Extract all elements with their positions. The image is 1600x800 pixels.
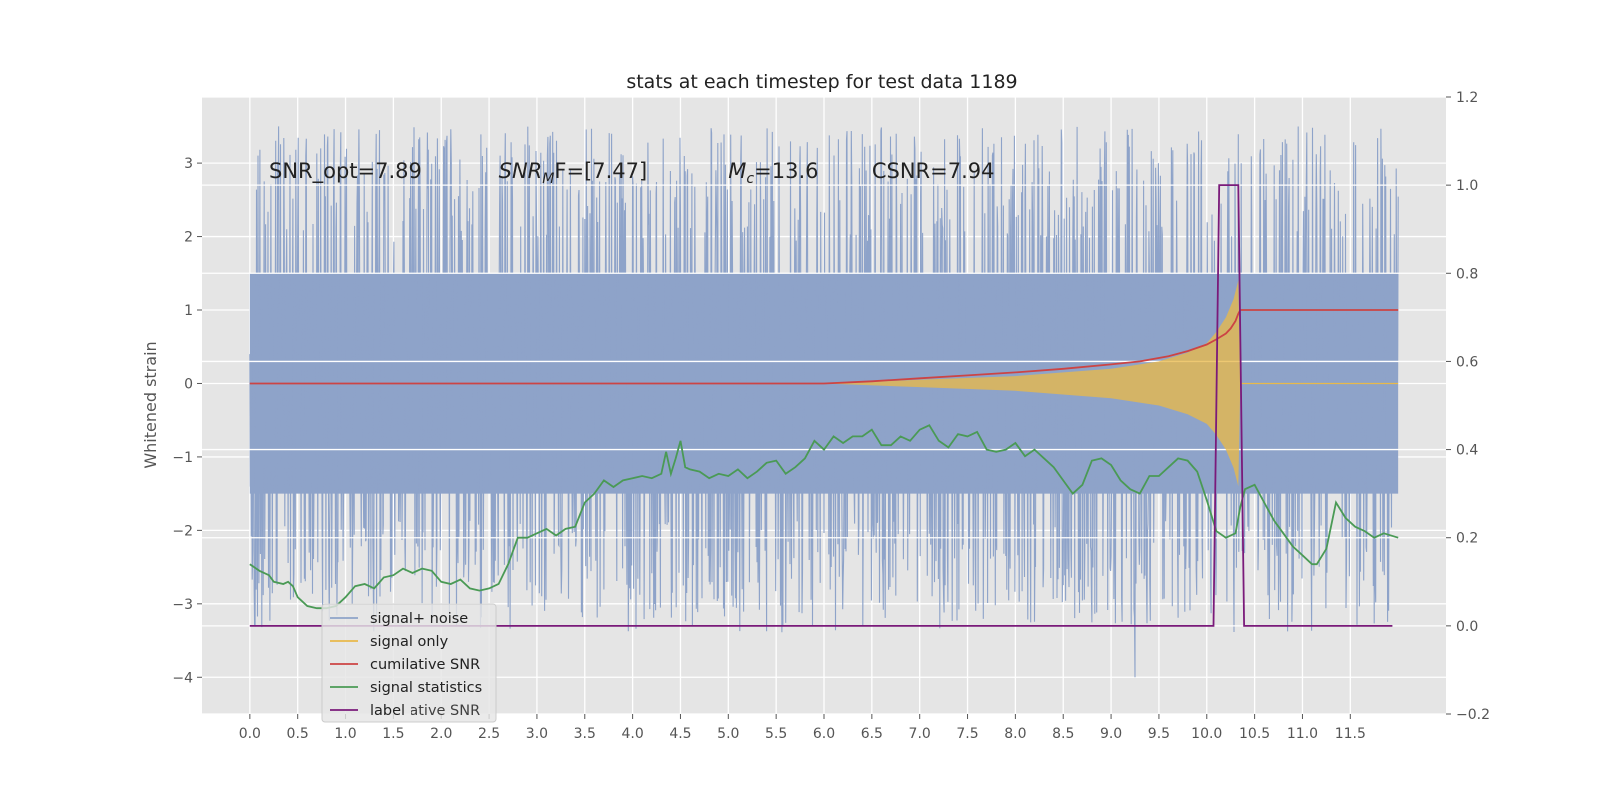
x-tick-label: 11.0 <box>1287 726 1318 742</box>
annotation-1: SNRMF=[7.47] <box>499 159 648 187</box>
right-y-tick-label: 1.0 <box>1456 178 1478 194</box>
right-y-tick-label: 0.2 <box>1456 531 1478 547</box>
signal-layer <box>824 280 1399 487</box>
cumulative-snr-line <box>249 309 1399 385</box>
y-tick-label: 3 <box>184 156 193 172</box>
x-tick-label: 5.0 <box>717 726 739 742</box>
legend-label-noise: signal+ noise <box>370 611 468 627</box>
y-tick-label: 1 <box>184 303 193 319</box>
y-tick-label: −3 <box>172 597 193 613</box>
legend: signal+ noise signal only cumilative SNR si… <box>321 603 497 723</box>
legend-label-label: label <box>370 703 405 719</box>
x-tick-label: 1.0 <box>334 726 356 742</box>
right-y-tick-label: 1.2 <box>1456 90 1478 106</box>
x-tick-label: 10.5 <box>1239 726 1270 742</box>
x-tick-label: 9.5 <box>1148 726 1170 742</box>
annotation-3: CSNR=7.94 <box>872 159 995 183</box>
right-y-tick-label: 0.0 <box>1456 619 1478 635</box>
x-tick-label: 8.0 <box>1004 726 1026 742</box>
signal-statistics-line <box>249 424 1399 610</box>
right-y-tick-label: 0.8 <box>1456 266 1478 282</box>
legend-label-csnr: cumilative SNR <box>370 657 480 673</box>
series-lines <box>249 184 1399 627</box>
annotation-0: SNR_opt=7.89 <box>269 159 422 184</box>
legend-label-signal: signal only <box>370 634 449 650</box>
x-tick-label: 2.0 <box>430 726 452 742</box>
x-tick-label: 0.5 <box>287 726 309 742</box>
annotation-2: Mc=13.6 <box>728 159 818 187</box>
x-tick-label: 1.5 <box>382 726 404 742</box>
y-tick-label: 0 <box>184 376 193 392</box>
x-tick-label: 9.0 <box>1100 726 1122 742</box>
label-line <box>249 184 1393 627</box>
x-tick-label: 7.5 <box>956 726 978 742</box>
y-tick-label: −2 <box>172 523 193 539</box>
x-tick-label: 8.5 <box>1052 726 1074 742</box>
x-tick-label: 4.5 <box>669 726 691 742</box>
y-tick-label: −1 <box>172 450 193 466</box>
x-tick-label: 6.0 <box>813 726 835 742</box>
x-tick-label: 11.5 <box>1335 726 1366 742</box>
axes: 0.0 0.5 1.0 1.5 2.0 2.5 3.0 3.5 4.0 4.5 5.0 5.5 6.0 6… <box>172 90 1490 742</box>
x-tick-label: 3.5 <box>574 726 596 742</box>
y-axis-label: Whitened strain <box>141 341 160 468</box>
x-tick-label: 0.0 <box>239 726 261 742</box>
annotations: SNR_opt=7.89 SNRMF=[7.47] Mc=13.6 CSNR=7.94 <box>269 159 995 187</box>
legend-box <box>321 603 497 723</box>
x-tick-label: 6.5 <box>861 726 883 742</box>
signal-only-envelope <box>824 280 1399 487</box>
right-y-tick-label: −0.2 <box>1456 707 1490 723</box>
x-tick-label: 7.0 <box>909 726 931 742</box>
x-tick-label: 2.5 <box>478 726 500 742</box>
right-y-tick-label: 0.4 <box>1456 443 1478 459</box>
x-tick-label: 10.0 <box>1191 726 1222 742</box>
x-tick-label: 5.5 <box>765 726 787 742</box>
x-tick-label: 3.0 <box>526 726 548 742</box>
x-tick-label: 4.0 <box>621 726 643 742</box>
y-tick-label: 2 <box>184 230 193 246</box>
legend-label-stat: signal statistics <box>370 680 482 696</box>
right-y-tick-label: 0.6 <box>1456 354 1478 370</box>
y-tick-label: −4 <box>172 670 193 686</box>
chart-title: stats at each timestep for test data 118… <box>626 71 1017 93</box>
